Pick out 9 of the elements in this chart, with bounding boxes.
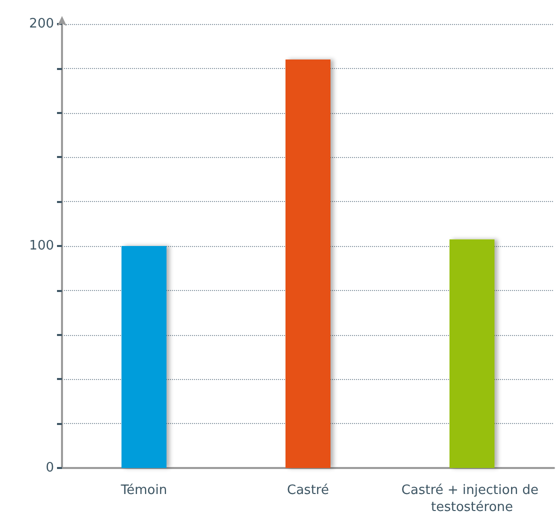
- bar: [122, 246, 166, 468]
- y-tick-label: 100: [29, 238, 54, 254]
- y-tick-label: 200: [29, 16, 54, 32]
- x-tick-label: Castré: [287, 483, 329, 498]
- x-tick-label: Témoin: [120, 483, 168, 498]
- y-tick-label: 0: [46, 460, 54, 476]
- x-tick-label: Castré + injection de testostérone: [401, 483, 543, 515]
- bar: [286, 60, 330, 468]
- bar: [450, 239, 494, 468]
